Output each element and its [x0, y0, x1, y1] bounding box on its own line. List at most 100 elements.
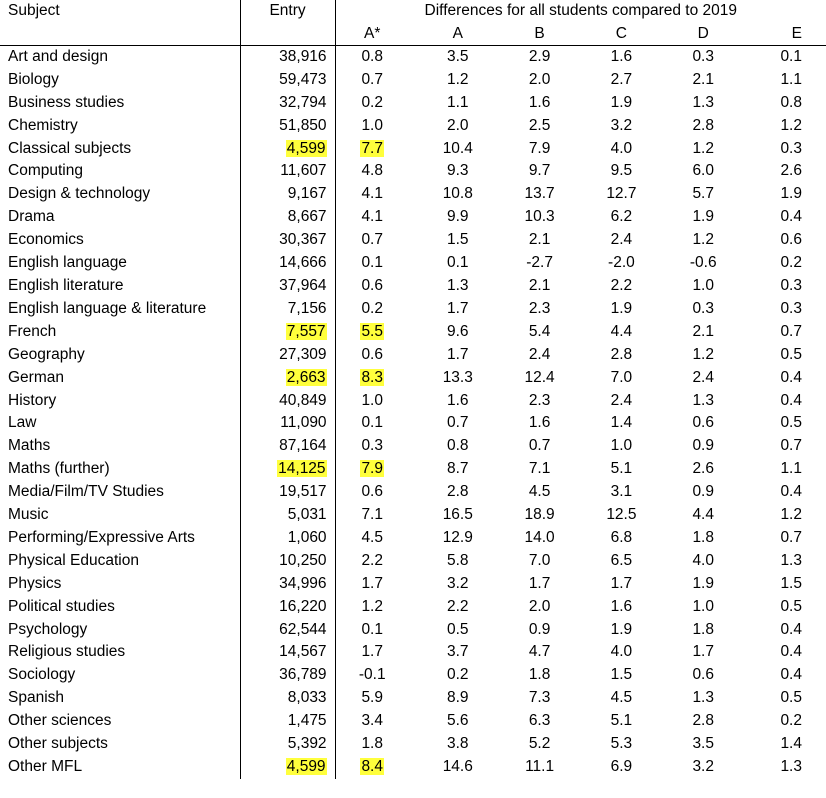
- cell-b: 2.9: [528, 47, 551, 65]
- subject-cell: Chemistry: [8, 116, 78, 134]
- cell-d: 2.1: [692, 70, 714, 88]
- subject-column-header: Subject: [0, 0, 241, 46]
- cell-e: 1.3: [780, 551, 802, 569]
- cell-d: 0.3: [692, 47, 714, 65]
- subject-cell: German: [8, 368, 64, 386]
- cell-d: 1.2: [692, 345, 714, 363]
- table-row: Art and design 38,916 0.8 3.5 2.9 1.6 0.3 0.1: [0, 45, 826, 69]
- cell-d: 3.2: [692, 758, 714, 775]
- grade-header-row: A* A B C D E: [0, 23, 826, 46]
- cell-b: 1.6: [528, 414, 551, 432]
- cell-c: 7.0: [610, 368, 633, 386]
- table-row: Business studies 32,794 0.2 1.1 1.6 1.9 1.3 0.8: [0, 91, 826, 115]
- cell-d: 1.7: [692, 643, 714, 661]
- cell-d: 0.3: [692, 299, 714, 317]
- cell-d: 0.9: [692, 483, 714, 501]
- cell-c: 6.8: [610, 528, 633, 546]
- cell-astar: 5.5: [335, 321, 417, 344]
- cell-e: 0.7: [780, 437, 802, 455]
- cell-a: 16.5: [442, 506, 473, 524]
- cell-astar: 0.6: [361, 483, 383, 501]
- entry-column-header: Entry: [239, 0, 336, 46]
- cell-e: 0.4: [780, 666, 802, 684]
- table-row: Religious studies 14,567 1.7 3.7 4.7 4.0 1.7 0.…: [0, 641, 826, 665]
- cell-astar: 7.7: [335, 138, 417, 161]
- cell-a: 5.6: [447, 712, 469, 730]
- table-row: English literature 37,964 0.6 1.3 2.1 2.2 1.0 0…: [0, 274, 826, 298]
- cell-e: 1.1: [780, 460, 802, 478]
- entry-cell: 14,666: [239, 252, 336, 275]
- cell-e: 0.5: [780, 414, 802, 432]
- cell-b: 11.1: [525, 758, 555, 775]
- cell-d: 1.9: [692, 208, 714, 226]
- entry-cell: 8,667: [239, 206, 336, 230]
- cell-d: 2.8: [692, 116, 714, 134]
- cell-d: 0.6: [692, 666, 714, 684]
- cell-astar: 0.2: [361, 299, 383, 317]
- cell-astar: 0.1: [361, 620, 383, 638]
- cell-e: 0.7: [780, 528, 802, 546]
- entry-cell: 4,599: [239, 756, 336, 779]
- entry-cell: 32,794: [239, 91, 336, 115]
- cell-c: 1.0: [610, 437, 633, 455]
- entry-cell: 30,367: [239, 229, 336, 253]
- cell-astar: 8.3: [335, 367, 417, 390]
- cell-a: 1.1: [447, 93, 469, 111]
- entry-cell: 5,031: [239, 504, 336, 527]
- cell-c: 2.7: [610, 70, 633, 88]
- table-row: English language 14,666 0.1 0.1 -2.7 -2.0 -0.6…: [0, 252, 826, 275]
- cell-a: 3.5: [447, 47, 469, 65]
- cell-b: 2.1: [528, 276, 551, 294]
- cell-b: 4.5: [528, 483, 551, 501]
- cell-astar: 5.9: [361, 689, 383, 707]
- cell-c: 4.0: [610, 139, 633, 157]
- subject-cell: Performing/Expressive Arts: [8, 528, 195, 546]
- entry-cell: 51,850: [239, 114, 336, 138]
- cell-b: 2.3: [528, 391, 551, 409]
- table-row: Biology 59,473 0.7 1.2 2.0 2.7 2.1 1.1: [0, 68, 826, 92]
- cell-c: 1.6: [610, 597, 633, 615]
- cell-c: 1.6: [610, 47, 633, 65]
- cell-a: 1.6: [447, 391, 469, 409]
- highlighted-entry: 4,599: [285, 758, 327, 775]
- entry-cell: 11,090: [239, 412, 336, 436]
- subject-cell: English language: [8, 254, 127, 272]
- table-row: English language & literature 7,156 0.2 1.7…: [0, 297, 826, 321]
- entry-cell: 59,473: [239, 68, 336, 92]
- cell-d: 1.3: [692, 689, 714, 707]
- cell-c: 2.8: [610, 345, 633, 363]
- table-row: Political studies 16,220 1.2 2.2 2.0 1.6 1.0 0.…: [0, 595, 826, 619]
- entry-cell: 2,663: [239, 366, 336, 390]
- cell-e: 0.3: [780, 299, 802, 317]
- cell-b: 0.7: [528, 437, 551, 455]
- cell-d: 2.4: [692, 368, 714, 386]
- cell-c: 1.5: [610, 666, 633, 684]
- cell-a: 3.7: [447, 643, 469, 661]
- cell-e: 0.2: [780, 712, 802, 730]
- cell-e: 1.3: [780, 758, 802, 775]
- cell-e: 1.2: [780, 116, 802, 134]
- cell-astar: 3.4: [361, 712, 383, 730]
- cell-c: 1.7: [610, 574, 633, 592]
- cell-astar: 1.8: [361, 735, 383, 753]
- entry-cell: 1,475: [239, 710, 336, 734]
- highlighted-astar: 5.5: [360, 322, 384, 340]
- cell-astar: 1.7: [361, 643, 383, 661]
- entry-cell: 7,557: [239, 320, 336, 344]
- cell-e: 1.4: [780, 735, 802, 753]
- entry-cell: 34,996: [239, 572, 336, 596]
- cell-a: 0.8: [447, 437, 469, 455]
- cell-a: 1.2: [447, 70, 469, 88]
- grade-header-a: A: [452, 24, 463, 42]
- highlighted-entry: 14,125: [277, 460, 327, 478]
- table-row: Law 11,090 0.1 0.7 1.6 1.4 0.6 0.5: [0, 412, 826, 436]
- cell-a: 1.7: [447, 299, 469, 317]
- table-row: Performing/Expressive Arts 1,060 4.5 12.9 14…: [0, 526, 826, 550]
- subject-cell: Political studies: [8, 597, 115, 615]
- cell-b: 1.8: [528, 666, 551, 684]
- cell-astar: 0.6: [361, 276, 383, 294]
- subject-cell: Business studies: [8, 93, 125, 111]
- grade-header-astar: A*: [364, 24, 381, 42]
- cell-astar: 1.0: [361, 116, 383, 134]
- cell-a: 0.1: [447, 254, 469, 272]
